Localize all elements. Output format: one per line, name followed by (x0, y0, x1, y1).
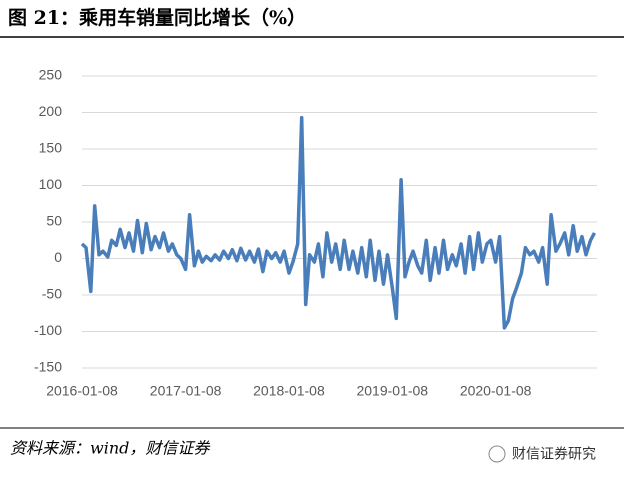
chart-title: 图 21：乘用车销量同比增长（%） (8, 6, 306, 29)
y-tick-label: 0 (54, 249, 62, 265)
x-tick-label: 2020-01-08 (460, 383, 532, 399)
y-tick-label: 50 (46, 213, 62, 229)
y-tick-label: 100 (39, 176, 63, 192)
source: 资料来源：wind，财信证券 (10, 439, 211, 458)
x-tick-label: 2019-01-08 (356, 383, 428, 399)
y-tick-label: 200 (39, 103, 63, 119)
x-tick-label: 2018-01-08 (253, 383, 325, 399)
y-tick-label: -100 (34, 322, 62, 338)
x-tick-label: 2016-01-08 (46, 383, 118, 399)
x-tick-label: 2017-01-08 (150, 383, 222, 399)
y-tick-label: 250 (39, 67, 63, 83)
y-tick-label: -50 (42, 286, 62, 302)
y-tick-label: 150 (39, 140, 63, 156)
watermark: 财信证券研究 (512, 446, 596, 462)
y-tick-label: -150 (34, 359, 62, 375)
logo (488, 445, 506, 463)
line (80, 115, 597, 330)
